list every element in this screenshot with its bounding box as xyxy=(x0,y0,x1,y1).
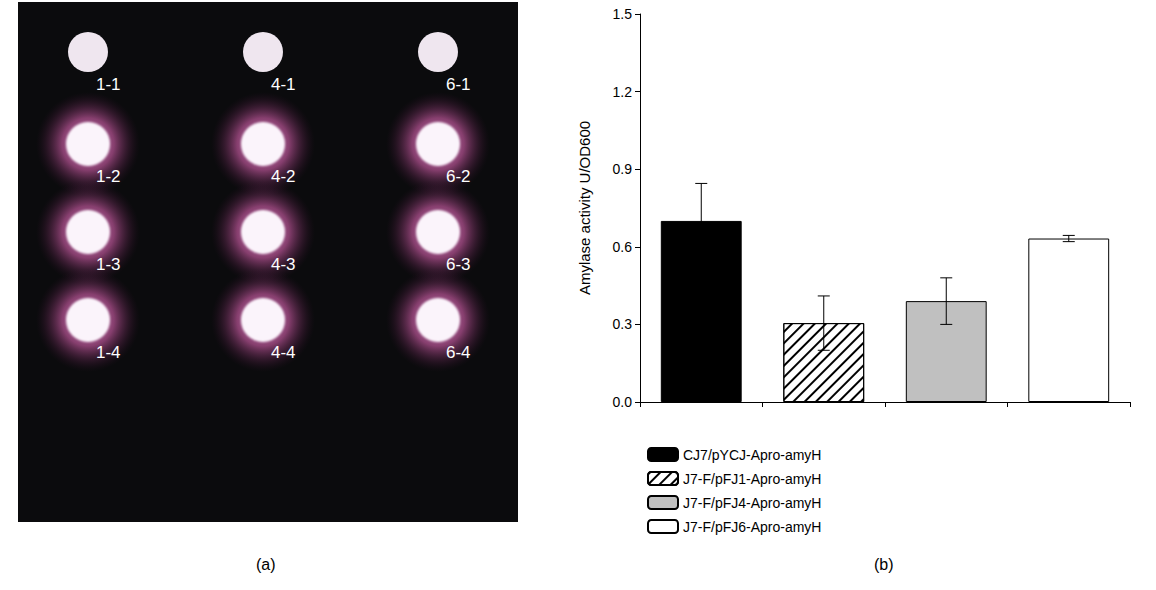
svg-text:6-3: 6-3 xyxy=(446,255,471,274)
svg-text:1.2: 1.2 xyxy=(613,84,633,100)
svg-text:1-4: 1-4 xyxy=(96,343,121,362)
svg-text:4-4: 4-4 xyxy=(271,343,296,362)
svg-text:0.9: 0.9 xyxy=(613,161,633,177)
svg-text:6-4: 6-4 xyxy=(446,343,471,362)
svg-text:Amylase activity U/OD600: Amylase activity U/OD600 xyxy=(576,121,593,295)
svg-text:4-3: 4-3 xyxy=(271,255,296,274)
html-text:(a): (a) xyxy=(256,556,276,573)
svg-text:6-2: 6-2 xyxy=(446,167,471,186)
svg-text:4-1: 4-1 xyxy=(271,75,296,94)
svg-text:4-2: 4-2 xyxy=(271,167,296,186)
svg-text:J7-F/pFJ6-Apro-amyH: J7-F/pFJ6-Apro-amyH xyxy=(683,519,821,535)
svg-text:0.3: 0.3 xyxy=(613,316,633,332)
svg-text:1-2: 1-2 xyxy=(96,167,121,186)
svg-text:CJ7/pYCJ-Apro-amyH: CJ7/pYCJ-Apro-amyH xyxy=(683,447,821,463)
svg-text:0.0: 0.0 xyxy=(613,394,633,410)
svg-text:J7-F/pFJ4-Apro-amyH: J7-F/pFJ4-Apro-amyH xyxy=(683,495,821,511)
svg-text:1-1: 1-1 xyxy=(96,75,121,94)
html-text:(b): (b) xyxy=(874,556,894,573)
svg-text:J7-F/pFJ1-Apro-amyH: J7-F/pFJ1-Apro-amyH xyxy=(683,471,821,487)
svg-text:6-1: 6-1 xyxy=(446,75,471,94)
svg-text:0.6: 0.6 xyxy=(613,239,633,255)
svg-text:1-3: 1-3 xyxy=(96,255,121,274)
svg-text:1.5: 1.5 xyxy=(613,6,633,22)
